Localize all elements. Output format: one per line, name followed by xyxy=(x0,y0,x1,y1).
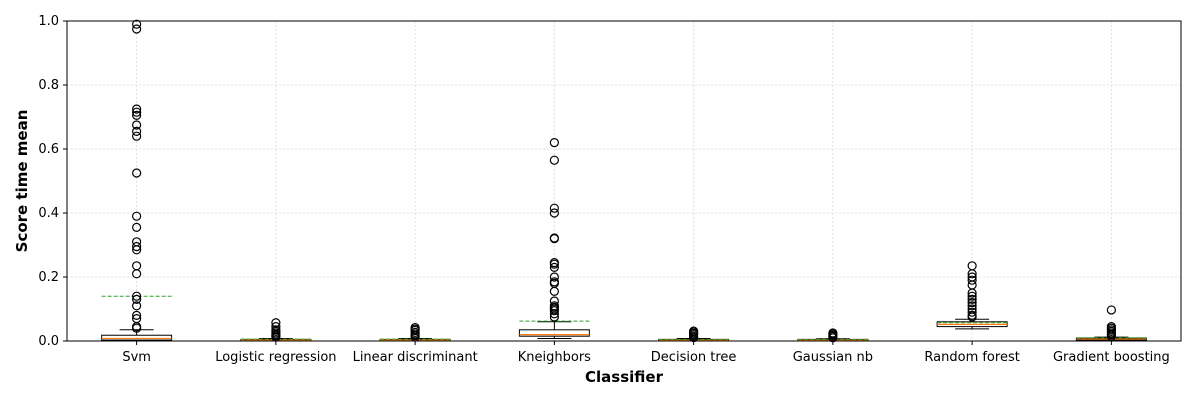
outlier-point xyxy=(549,233,559,243)
box-5 xyxy=(658,326,730,343)
x-tick-label: Linear discriminant xyxy=(353,350,478,365)
x-tick-label: Decision tree xyxy=(651,350,737,365)
outlier-point xyxy=(967,298,977,308)
outlier-point xyxy=(967,301,977,311)
plot-area-frame xyxy=(66,20,1182,342)
outlier-point xyxy=(1106,305,1116,315)
outlier-point xyxy=(132,301,142,311)
outlier-point xyxy=(132,242,142,252)
outlier-point xyxy=(132,211,142,221)
x-tick-label: Logistic regression xyxy=(215,350,336,365)
outlier-point xyxy=(132,222,142,232)
outlier-point xyxy=(132,237,142,247)
outlier-point xyxy=(967,291,977,301)
y-tick-label: 0.8 xyxy=(38,78,59,93)
outlier-point xyxy=(132,24,142,34)
outlier-point xyxy=(549,155,559,165)
outlier-point xyxy=(967,261,977,271)
outlier-point xyxy=(549,296,559,306)
x-tick-label: Random forest xyxy=(924,350,1019,365)
outlier-point xyxy=(132,310,142,320)
y-tick-label: 0.2 xyxy=(38,270,59,285)
box-7 xyxy=(936,261,1008,330)
outlier-point xyxy=(828,328,838,338)
x-tick-label: Svm xyxy=(122,350,151,365)
outlier-point xyxy=(549,258,559,268)
box-6 xyxy=(797,328,869,343)
outlier-point xyxy=(271,318,281,328)
outlier-point xyxy=(132,110,142,121)
outlier-point xyxy=(132,19,142,29)
outlier-point xyxy=(549,208,559,218)
x-axis-title: Classifier xyxy=(585,368,664,386)
outlier-point xyxy=(967,304,977,314)
box-4 xyxy=(518,138,590,339)
outlier-point xyxy=(271,325,281,335)
outlier-point xyxy=(967,310,977,320)
x-tick-label: Gradient boosting xyxy=(1053,350,1170,365)
boxes xyxy=(101,19,1147,343)
box-iqr xyxy=(101,334,173,341)
outlier-point xyxy=(132,294,142,304)
outlier-point xyxy=(132,314,142,324)
x-axis: Svm Logistic regression Linear discriminan… xyxy=(122,341,1170,365)
outlier-point xyxy=(549,272,559,282)
x-tick-label: Gaussian nb xyxy=(793,350,873,365)
y-tick-label: 0.0 xyxy=(38,334,59,349)
outlier-point xyxy=(967,307,977,317)
outlier-point xyxy=(549,138,559,148)
outlier-point xyxy=(132,126,142,136)
outlier-point xyxy=(1106,322,1116,332)
y-tick-label: 1.0 xyxy=(38,14,59,29)
outlier-point xyxy=(132,120,142,130)
y-tick-label: 0.4 xyxy=(38,206,59,221)
outlier-point xyxy=(967,294,977,304)
outlier-point xyxy=(132,261,142,271)
y-axis-title: Score time mean xyxy=(13,110,31,253)
outlier-point xyxy=(967,275,977,285)
outlier-point xyxy=(132,107,142,117)
outlier-point xyxy=(549,277,559,287)
y-tick-label: 0.6 xyxy=(38,142,59,157)
outlier-point xyxy=(132,104,142,114)
outlier-point xyxy=(132,131,142,141)
outlier-point xyxy=(549,203,559,213)
outlier-point xyxy=(132,291,142,301)
outlier-point xyxy=(549,262,559,272)
outlier-point xyxy=(549,301,559,311)
outlier-point xyxy=(132,168,142,178)
outlier-point xyxy=(689,326,699,336)
y-axis: 0.0 0.2 0.4 0.6 0.8 1.0 xyxy=(38,14,67,349)
x-tick-label: Kneighbors xyxy=(518,350,591,365)
outlier-point xyxy=(410,322,420,333)
outlier-point xyxy=(967,272,977,282)
box-iqr xyxy=(518,329,590,337)
outlier-point xyxy=(271,322,281,332)
